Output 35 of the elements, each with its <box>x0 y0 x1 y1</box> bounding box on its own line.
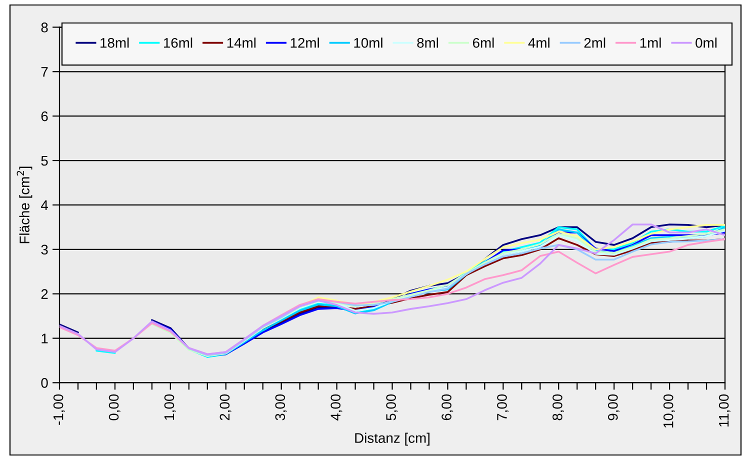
legend-label: 16ml <box>164 38 192 48</box>
x-tick-label: 6,00 <box>442 394 454 420</box>
x-tick-label: 10,00 <box>663 394 675 428</box>
x-tick-label: 1,00 <box>164 394 176 420</box>
legend-label: 6ml <box>472 38 494 48</box>
x-tick-label: 11,00 <box>718 394 730 426</box>
legend-label: 4ml <box>528 38 550 48</box>
x-tick-label: 3,00 <box>275 394 287 420</box>
x-tick-label: 0,00 <box>108 394 120 420</box>
legend-label: 0ml <box>696 38 716 48</box>
x-tick-label: 9,00 <box>608 394 620 420</box>
y-tick-label: 8 <box>41 22 48 32</box>
legend-label: 1ml <box>640 38 661 48</box>
legend-label: 8ml <box>417 38 438 48</box>
x-tick-label: 5,00 <box>386 394 398 420</box>
x-axis-title: Distanz [cm] <box>355 432 430 446</box>
y-tick-label: 0 <box>41 378 48 388</box>
y-axis-title: Fläche [cm$^{2}$] <box>16 166 32 244</box>
y-tick-label: 1 <box>42 334 48 344</box>
legend-label: 12ml <box>290 38 319 48</box>
x-tick-label: 7,00 <box>497 394 509 420</box>
y-tick-label: 4 <box>40 200 48 210</box>
y-tick-label: 5 <box>41 156 48 166</box>
legend-label: 10ml <box>354 38 382 48</box>
legend-label: 18ml <box>100 38 129 48</box>
x-tick-label: 4,00 <box>330 394 342 421</box>
legend-label: 2ml <box>584 38 606 48</box>
x-tick-label: 2,00 <box>220 394 232 420</box>
y-tick-label: 7 <box>41 67 48 77</box>
y-tick-label: 3 <box>41 244 48 255</box>
x-tick-label: 8,00 <box>552 394 564 420</box>
y-tick-label: 6 <box>41 111 48 122</box>
x-tick-label: -1,00 <box>53 394 65 425</box>
legend-label: 14ml <box>227 38 256 48</box>
y-tick-label: 2 <box>41 289 48 299</box>
